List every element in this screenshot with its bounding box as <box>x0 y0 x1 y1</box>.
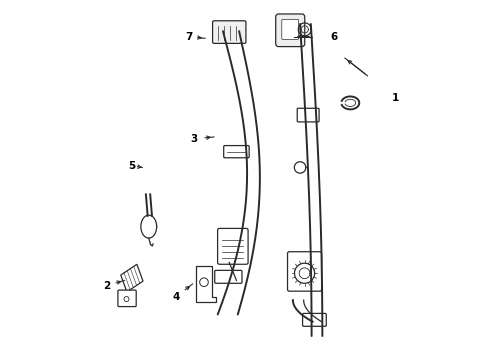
Text: 3: 3 <box>190 134 198 144</box>
FancyBboxPatch shape <box>223 145 249 158</box>
Polygon shape <box>121 264 142 292</box>
Text: 5: 5 <box>128 161 135 171</box>
Text: 1: 1 <box>391 93 398 103</box>
FancyBboxPatch shape <box>118 290 136 307</box>
Text: 2: 2 <box>102 281 110 291</box>
FancyBboxPatch shape <box>275 14 304 46</box>
FancyBboxPatch shape <box>212 21 245 43</box>
Text: 6: 6 <box>330 32 337 41</box>
Circle shape <box>124 297 129 302</box>
Polygon shape <box>196 266 215 302</box>
FancyBboxPatch shape <box>297 108 319 122</box>
FancyBboxPatch shape <box>214 270 242 283</box>
Circle shape <box>199 278 208 287</box>
FancyBboxPatch shape <box>217 228 247 264</box>
Text: 7: 7 <box>185 32 192 41</box>
FancyBboxPatch shape <box>281 19 298 40</box>
Text: 4: 4 <box>172 292 180 302</box>
FancyBboxPatch shape <box>302 314 325 326</box>
FancyBboxPatch shape <box>287 252 321 291</box>
